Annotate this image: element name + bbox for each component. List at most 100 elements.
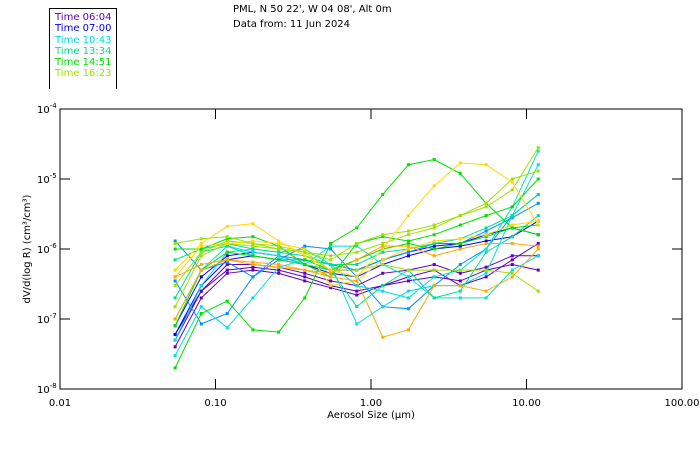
data-point (510, 268, 514, 272)
data-point (355, 226, 359, 230)
data-point (432, 268, 436, 272)
data-point (432, 223, 436, 227)
legend-item-0700: Time 07:00 (55, 23, 112, 35)
data-point (225, 239, 229, 243)
data-point (406, 239, 410, 243)
y-tick-exponent: -6 (50, 242, 58, 250)
data-point (225, 241, 229, 245)
data-point (510, 263, 514, 267)
data-point (199, 322, 203, 326)
data-point (406, 214, 410, 218)
data-point (199, 247, 203, 251)
data-point (406, 254, 410, 258)
data-point (173, 284, 177, 288)
data-point (432, 226, 436, 230)
data-point (329, 275, 333, 279)
y-axis-label: dV/d(log R) (cm³/cm³) (22, 194, 33, 303)
data-point (510, 214, 514, 218)
data-point (277, 244, 281, 248)
data-point (251, 222, 255, 226)
data-point (251, 328, 255, 332)
data-point (251, 250, 255, 254)
data-point (458, 214, 462, 218)
data-point (225, 271, 229, 275)
data-point (406, 328, 410, 332)
data-point (536, 146, 540, 150)
data-point (458, 279, 462, 283)
data-point (432, 254, 436, 258)
data-point (510, 188, 514, 192)
data-point (329, 247, 333, 251)
data-point (173, 296, 177, 300)
data-point (381, 233, 385, 237)
data-point (277, 241, 281, 245)
data-point (484, 265, 488, 269)
data-point (173, 247, 177, 251)
data-point (484, 201, 488, 205)
series-line (175, 147, 539, 257)
data-point (510, 205, 514, 209)
legend-item-0604: Time 06:04 (55, 12, 112, 23)
data-point (303, 279, 307, 283)
data-point (303, 254, 307, 258)
x-tick-label: 0.01 (49, 398, 71, 409)
data-point (406, 247, 410, 251)
data-point (355, 268, 359, 272)
data-point (484, 275, 488, 279)
data-point (329, 286, 333, 290)
data-point (225, 250, 229, 254)
date-header: Data from: 11 Jun 2024 (233, 19, 351, 30)
data-point (381, 244, 385, 248)
data-point (536, 247, 540, 251)
data-point (277, 239, 281, 243)
data-point (406, 241, 410, 245)
data-point (432, 233, 436, 237)
data-point (277, 250, 281, 254)
data-point (484, 229, 488, 233)
data-point (355, 275, 359, 279)
data-point (329, 241, 333, 245)
location-header: PML, N 50 22', W 04 08', Alt 0m (233, 4, 392, 15)
y-tick-label: 10-5 (37, 172, 57, 186)
data-point (406, 233, 410, 237)
data-point (510, 241, 514, 245)
data-point (329, 268, 333, 272)
data-point (458, 296, 462, 300)
data-point (432, 157, 436, 161)
data-point (536, 214, 540, 218)
legend-item-1451: Time 14:51 (55, 57, 112, 69)
data-point (536, 254, 540, 258)
data-point (406, 250, 410, 254)
data-point (173, 354, 177, 358)
data-point (432, 275, 436, 279)
data-point (510, 180, 514, 184)
data-point (484, 214, 488, 218)
data-point (355, 263, 359, 267)
data-point (303, 263, 307, 267)
y-tick-base: 10 (37, 245, 50, 256)
data-point (225, 235, 229, 239)
data-point (458, 161, 462, 165)
data-point (199, 244, 203, 248)
plot-frame (59, 108, 683, 390)
data-point (484, 241, 488, 245)
data-point (458, 237, 462, 241)
data-point (199, 284, 203, 288)
data-point (381, 335, 385, 339)
data-point (251, 296, 255, 300)
data-point (355, 322, 359, 326)
data-point (536, 163, 540, 167)
data-point (484, 205, 488, 209)
data-point (432, 184, 436, 188)
data-point (381, 241, 385, 245)
series-layer (173, 146, 540, 370)
data-point (432, 296, 436, 300)
data-point (277, 247, 281, 251)
data-point (432, 239, 436, 243)
data-point (458, 263, 462, 267)
data-point (381, 271, 385, 275)
data-point (381, 250, 385, 254)
data-point (199, 311, 203, 315)
data-point (536, 219, 540, 223)
